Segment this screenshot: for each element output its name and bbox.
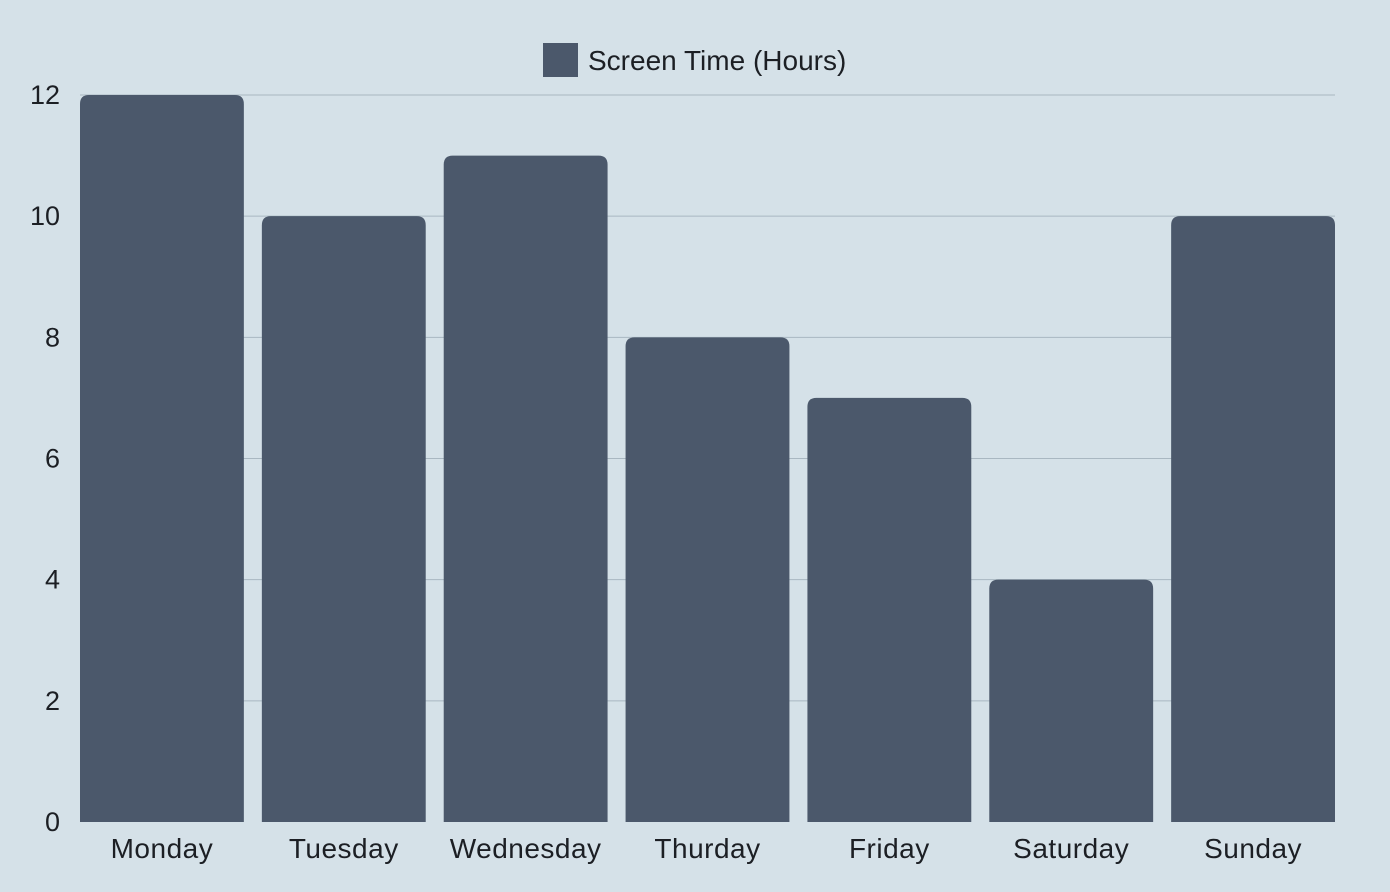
x-category-label: Saturday bbox=[1013, 833, 1129, 864]
x-category-label: Monday bbox=[111, 833, 214, 864]
y-tick-label: 8 bbox=[45, 322, 60, 352]
x-category-label: Friday bbox=[849, 833, 930, 864]
bar-monday bbox=[80, 95, 244, 822]
bars bbox=[80, 95, 1335, 823]
x-axis-labels: Monday Tuesday Wednesday Thurday Friday Satur… bbox=[111, 833, 1302, 864]
legend-swatch bbox=[543, 43, 578, 77]
bar-saturday bbox=[989, 579, 1154, 822]
x-category-label: Tuesday bbox=[289, 833, 399, 864]
legend-label: Screen Time (Hours) bbox=[588, 45, 846, 76]
y-tick-label: 6 bbox=[45, 444, 60, 474]
bar-sunday bbox=[1171, 216, 1335, 822]
y-axis-ticks: 0 2 4 6 8 10 12 bbox=[30, 80, 60, 837]
y-tick-label: 0 bbox=[45, 807, 60, 837]
y-tick-label: 2 bbox=[45, 686, 60, 716]
y-tick-label: 12 bbox=[30, 80, 60, 110]
bar-wednesday bbox=[443, 155, 608, 823]
y-tick-label: 4 bbox=[45, 565, 60, 595]
x-category-label: Thurday bbox=[654, 833, 760, 864]
bar-friday bbox=[807, 397, 972, 822]
y-tick-label: 10 bbox=[30, 201, 60, 231]
bar-thurday bbox=[625, 337, 790, 822]
x-category-label: Sunday bbox=[1204, 833, 1302, 864]
legend: Screen Time (Hours) bbox=[543, 43, 846, 77]
x-category-label: Wednesday bbox=[450, 833, 602, 864]
bar-tuesday bbox=[261, 216, 426, 822]
